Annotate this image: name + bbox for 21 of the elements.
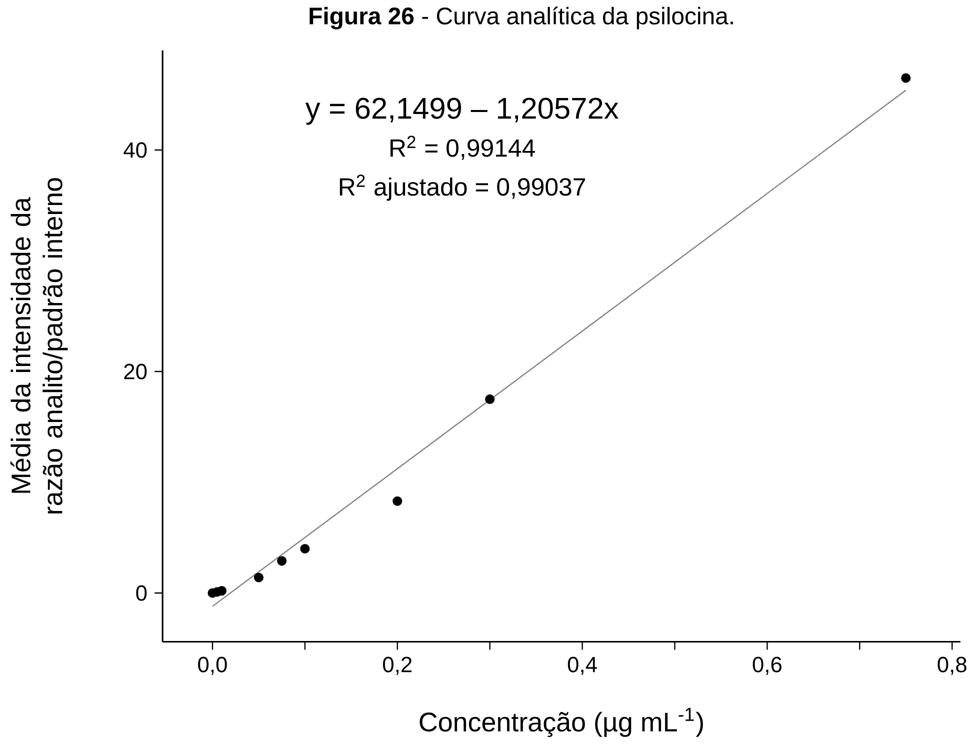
point (300, 544, 310, 554)
y-tick-label: 40 (124, 142, 147, 158)
y-tick-label: 20 (124, 364, 147, 380)
x-tick-label: 0,0 (198, 656, 227, 675)
annotation: R$^{2}$ ajustado = 0,99037 (340, 174, 586, 200)
point (254, 572, 264, 582)
annotation: R$^{2}$ = 0,99144 (390, 136, 535, 160)
x-tick-label: 0,2 (382, 656, 412, 675)
y-tick-label: 0 (136, 585, 147, 601)
chart-title: Figura 26 - Curva analítica da psilocina. (310, 6, 733, 30)
x-axis-title: Concentração (µg mL$^{-1}$) (420, 708, 703, 737)
point (277, 556, 287, 566)
annotation: y = 62,1499 – 1,20572x (305, 97, 619, 125)
x-tick-label: 0,6 (752, 656, 782, 675)
point (216, 586, 227, 596)
y-axis-title: Média da intensidade da razão analito/padrão interno (10, 178, 68, 514)
point (392, 496, 402, 506)
point (901, 73, 911, 83)
x-tick-label: 0,8 (938, 656, 966, 675)
x-tick-label: 0,4 (568, 656, 597, 675)
point (485, 394, 495, 404)
